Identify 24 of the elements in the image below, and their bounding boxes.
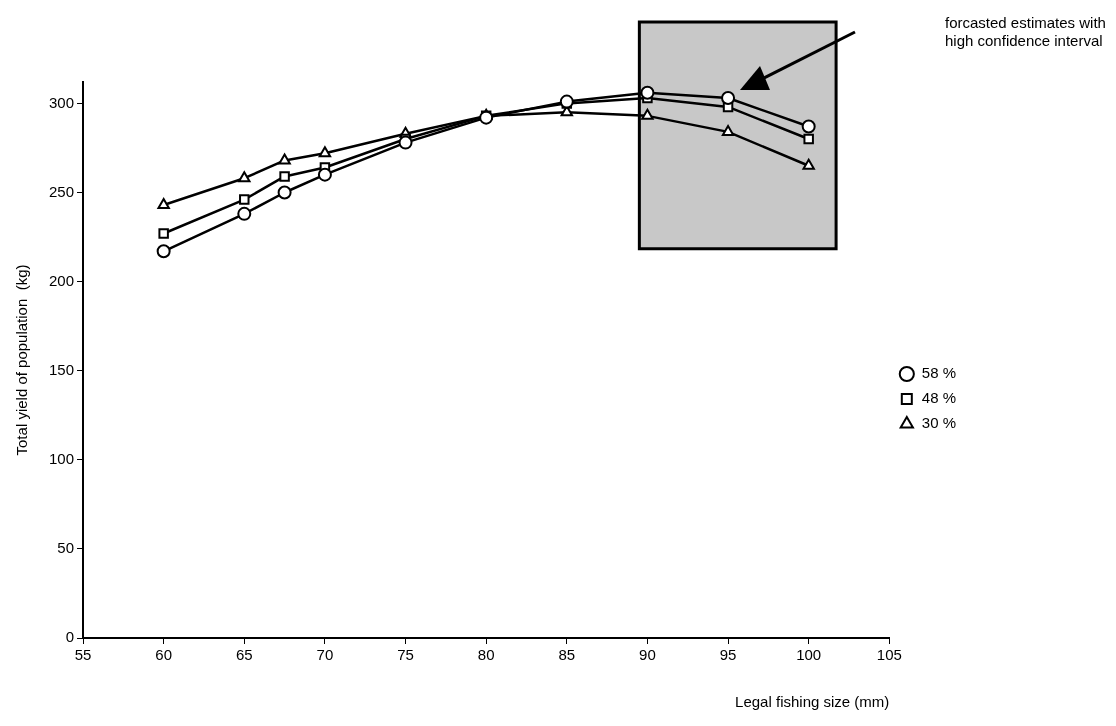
legend-label: 48 %	[921, 389, 957, 407]
legend-label: 58 %	[921, 364, 957, 382]
x-tick-label: 85	[558, 646, 576, 664]
x-tick-label: 80	[477, 646, 495, 664]
x-tick-label: 65	[235, 646, 253, 664]
y-tick-label: 150	[49, 360, 75, 378]
x-tick-label: 75	[397, 646, 414, 664]
y-axis-title: Total yield of population (kg)	[13, 264, 31, 456]
y-tick-label: 300	[49, 93, 75, 111]
x-tick-label: 90	[639, 646, 656, 664]
legend-label: 30 %	[921, 414, 957, 432]
x-tick-label: 105	[876, 646, 902, 664]
y-tick-label: 250	[49, 182, 75, 200]
y-tick-label: 0	[65, 628, 75, 646]
x-tick-label: 55	[74, 646, 92, 664]
text: forcasted estimates with high confidence interval	[945, 14, 1107, 50]
x-tick-label: 95	[719, 646, 737, 664]
y-tick-label: 50	[57, 539, 75, 557]
x-axis-title: Legal fishing size (mm)	[735, 693, 890, 711]
x-tick-label: 60	[155, 646, 172, 664]
x-tick-label: 100	[796, 646, 822, 664]
y-tick-label: 200	[49, 271, 75, 289]
x-tick-label: 70	[316, 646, 334, 664]
y-tick-label: 100	[49, 449, 75, 467]
